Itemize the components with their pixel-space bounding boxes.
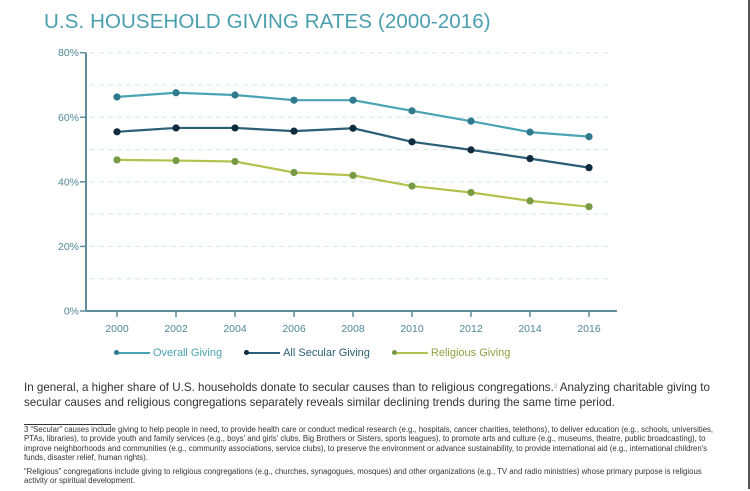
- data-point-overall: [349, 96, 357, 104]
- data-point-overall: [231, 91, 239, 99]
- series-group: [113, 89, 593, 211]
- data-point-secular: [408, 138, 416, 146]
- footnote-reference: 3: [553, 384, 558, 390]
- footnote-secular: 3 “Secular” causes include giving to hel…: [24, 425, 714, 462]
- legend-swatch-secular: [244, 350, 281, 355]
- y-tick-label: 0%: [64, 306, 79, 318]
- y-tick-label: 60%: [58, 112, 79, 124]
- x-tick-label: 2000: [105, 323, 129, 335]
- data-point-religious: [172, 156, 180, 165]
- x-tick-label: 2010: [400, 323, 424, 335]
- series-overall: [113, 89, 593, 141]
- data-point-religious: [231, 157, 239, 166]
- x-tick-label: 2008: [341, 323, 365, 335]
- x-tick-label: 2004: [223, 323, 247, 335]
- data-point-secular: [526, 155, 534, 163]
- data-point-overall: [290, 96, 298, 104]
- data-point-overall: [113, 93, 121, 101]
- y-tick-label: 40%: [58, 176, 79, 188]
- legend-item-secular: All Secular Giving: [244, 347, 370, 359]
- footnote-divider: [24, 424, 111, 425]
- data-point-secular: [585, 164, 593, 172]
- data-point-overall: [467, 117, 475, 125]
- legend-label-religious: Religious Giving: [430, 347, 511, 359]
- data-point-overall: [526, 128, 534, 136]
- series-religious: [113, 156, 593, 211]
- legend-swatch-overall: [114, 350, 150, 355]
- data-point-secular: [172, 124, 180, 132]
- data-point-religious: [113, 156, 121, 164]
- x-tick-label: 2016: [577, 323, 601, 335]
- legend-item-overall: Overall Giving: [114, 347, 222, 359]
- y-tick-label: 80%: [58, 47, 79, 59]
- data-point-secular: [231, 124, 239, 132]
- data-point-religious: [467, 188, 475, 197]
- body-paragraph: In general, a higher share of U.S. house…: [24, 381, 714, 410]
- x-tick-label: 2006: [282, 323, 306, 335]
- x-axis-ticks: 2000 2002 2004 2006 2008 2010 2012 2014 2016: [105, 311, 601, 335]
- data-point-overall: [585, 133, 593, 141]
- paragraph-text-2: Analyzing charitable giving to secular c…: [24, 381, 710, 409]
- series-secular: [113, 124, 593, 172]
- data-point-religious: [526, 197, 534, 205]
- y-axis-ticks: 0% 20% 40% 60% 80%: [58, 47, 86, 318]
- gridlines: [90, 52, 612, 280]
- data-point-secular: [290, 127, 298, 135]
- x-tick-label: 2014: [518, 323, 542, 335]
- footnote-religious: “Religious” congregations include giving…: [24, 467, 702, 486]
- data-point-secular: [349, 124, 357, 132]
- data-point-overall: [408, 107, 416, 115]
- chart-title: U.S. HOUSEHOLD GIVING RATES (2000-2016): [44, 10, 491, 33]
- y-tick-label: 20%: [58, 241, 79, 253]
- legend-label-overall: Overall Giving: [153, 347, 223, 359]
- legend-item-religious: Religious Giving: [391, 347, 511, 359]
- data-point-religious: [408, 182, 416, 190]
- legend-swatch-religious: [391, 350, 428, 355]
- data-point-overall: [172, 89, 180, 97]
- x-tick-label: 2002: [164, 323, 188, 335]
- data-point-secular: [113, 128, 121, 136]
- line-chart: 0%20%40%60%80% 2000 2002 2004 2006 2008 2010 2…: [58, 47, 617, 335]
- data-point-religious: [349, 171, 357, 179]
- data-point-religious: [585, 203, 593, 211]
- legend-label-secular: All Secular Giving: [283, 347, 370, 359]
- chart-legend: Overall Giving All Secular Giving Religi…: [114, 345, 532, 361]
- paragraph-text-1: In general, a higher share of U.S. house…: [24, 381, 554, 394]
- data-point-religious: [290, 168, 298, 177]
- footnotes: 3 “Secular” causes include giving to hel…: [24, 425, 724, 491]
- x-tick-label: 2012: [459, 323, 483, 335]
- data-point-secular: [467, 146, 475, 154]
- page-edge-border: [748, 0, 750, 489]
- series-line-religious: [116, 158, 590, 208]
